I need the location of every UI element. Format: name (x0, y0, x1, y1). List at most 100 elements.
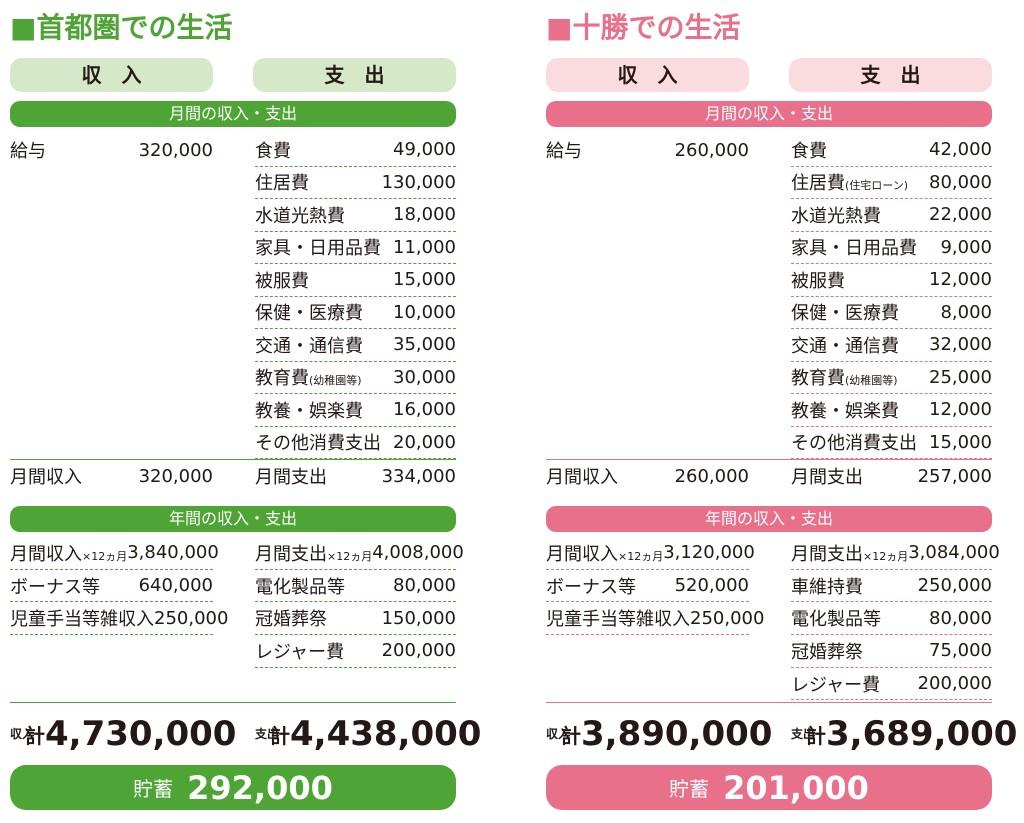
item-row: 給与 260,000 (546, 134, 749, 167)
label-text: 水道光熱費 (255, 205, 345, 227)
monthly-header: 月間の収入・支出 (10, 101, 456, 127)
item-value: 15,000 (929, 431, 992, 453)
item-value: 10,000 (393, 301, 456, 323)
panel-title: ■首都圏での生活 (10, 11, 233, 44)
item-row: 月間収入 320,000 (10, 460, 213, 492)
item-value: 4,008,000 (372, 542, 464, 564)
item-label: 被服費 (791, 267, 845, 293)
item-value: 250,000 (690, 607, 765, 629)
item-value: 18,000 (393, 204, 456, 226)
savings-label: 貯蓄 (133, 777, 174, 801)
item-row: 住居費(住宅ローン) 80,000 (791, 167, 992, 199)
item-label: 月間支出 (255, 463, 327, 489)
annual-header: 年間の収入・支出 (546, 506, 992, 532)
label-text: 月間支出 (791, 543, 863, 565)
item-row: 交通・通信費 35,000 (255, 329, 456, 362)
item-row: 教育費(幼稚園等) 30,000 (255, 362, 456, 394)
item-row: 冠婚葬祭 75,000 (791, 635, 992, 668)
total-prefix: 収入 (546, 726, 571, 741)
total-value: 4,438,000 (290, 714, 482, 754)
total-label: 計 (270, 723, 290, 748)
item-value: 520,000 (674, 575, 749, 597)
item-value: 42,000 (929, 139, 992, 161)
item-row: 月間支出×12ヵ月 4,008,000 (255, 537, 464, 570)
label-text: 水道光熱費 (791, 205, 881, 227)
label-text: 教養・娯楽費 (255, 400, 363, 422)
label-text: 教育費 (255, 368, 309, 390)
item-value: 16,000 (393, 399, 456, 421)
item-label: 月間収入×12ヵ月 (10, 540, 127, 566)
item-row: 被服費 12,000 (791, 264, 992, 297)
item-label: 食費 (791, 137, 827, 163)
label-text: 食費 (255, 140, 291, 162)
panel: ■首都圏での生活収 入 支 出月間の収入・支出 給与 320,000 食費 49,000 住… (10, 0, 481, 823)
item-row: 月間収入×12ヵ月 3,120,000 (546, 537, 755, 570)
item-value: 3,084,000 (908, 542, 1000, 564)
item-label: 給与 (10, 137, 46, 163)
item-label: 月間収入 (10, 463, 82, 489)
item-value: 150,000 (381, 607, 456, 629)
item-value: 25,000 (929, 366, 992, 388)
item-value: 80,000 (393, 575, 456, 597)
item-label: 食費 (255, 137, 291, 163)
item-label: 家具・日用品費 (791, 234, 917, 260)
label-text: 児童手当等雑収入 (10, 609, 154, 631)
item-label: 交通・通信費 (255, 332, 363, 358)
item-row: 教育費(幼稚園等) 25,000 (791, 362, 992, 394)
total-value: 3,890,000 (581, 714, 773, 754)
label-note: (幼稚園等) (845, 374, 898, 388)
label-text: 月間支出 (791, 467, 863, 488)
divider (546, 702, 992, 703)
item-label: 月間支出×12ヵ月 (255, 540, 372, 566)
item-value: 334,000 (381, 465, 456, 487)
label-text: 月間収入 (546, 543, 618, 565)
item-row: レジャー費 200,000 (255, 635, 456, 668)
item-value: 250,000 (154, 607, 229, 629)
item-label: 月間支出 (791, 463, 863, 489)
item-value: 32,000 (929, 334, 992, 356)
item-value: 75,000 (929, 640, 992, 662)
label-text: 交通・通信費 (791, 335, 899, 357)
label-text: 交通・通信費 (255, 335, 363, 357)
total-value: 4,730,000 (45, 714, 237, 754)
label-note: (幼稚園等) (309, 374, 362, 388)
total-label: 計 (806, 723, 826, 748)
label-text: 住居費 (255, 173, 309, 195)
item-value: 257,000 (917, 465, 992, 487)
item-label: 車維持費 (791, 573, 863, 599)
label-text: 教育費 (791, 368, 845, 390)
item-value: 250,000 (917, 575, 992, 597)
total: 収入計 4,730,000 (10, 712, 236, 756)
item-row: その他消費支出 15,000 (791, 427, 992, 459)
monthly-header: 月間の収入・支出 (546, 101, 992, 127)
item-row: 食費 42,000 (791, 134, 992, 167)
item-label: 電化製品等 (791, 605, 881, 631)
item-row: 月間収入×12ヵ月 3,840,000 (10, 537, 219, 570)
savings-value: 201,000 (723, 768, 869, 807)
label-note: ×12ヵ月 (327, 549, 373, 563)
label-note: (住宅ローン) (845, 179, 909, 193)
item-label: 保健・医療費 (255, 299, 363, 325)
label-text: 児童手当等雑収入 (546, 609, 690, 631)
label-text: 給与 (546, 141, 582, 163)
item-row: 家具・日用品費 9,000 (791, 232, 992, 264)
item-label: 給与 (546, 137, 582, 163)
item-value: 320,000 (138, 139, 213, 161)
item-label: 月間支出×12ヵ月 (791, 540, 908, 566)
item-label: その他消費支出 (255, 429, 381, 455)
item-row: 住居費 130,000 (255, 167, 456, 199)
item-value: 9,000 (940, 236, 992, 258)
divider (10, 702, 456, 703)
label-text: その他消費支出 (791, 433, 917, 455)
item-label: 児童手当等雑収入 (10, 605, 154, 631)
total: 支出計 3,689,000 (791, 712, 1017, 756)
savings-label: 貯蓄 (669, 777, 710, 801)
item-label: 冠婚葬祭 (255, 605, 327, 631)
item-value: 3,840,000 (127, 542, 219, 564)
item-row: 水道光熱費 22,000 (791, 199, 992, 232)
item-value: 8,000 (940, 301, 992, 323)
item-row: 教養・娯楽費 12,000 (791, 394, 992, 427)
item-label: 教養・娯楽費 (255, 397, 363, 423)
savings: 貯蓄 201,000 (546, 765, 992, 810)
